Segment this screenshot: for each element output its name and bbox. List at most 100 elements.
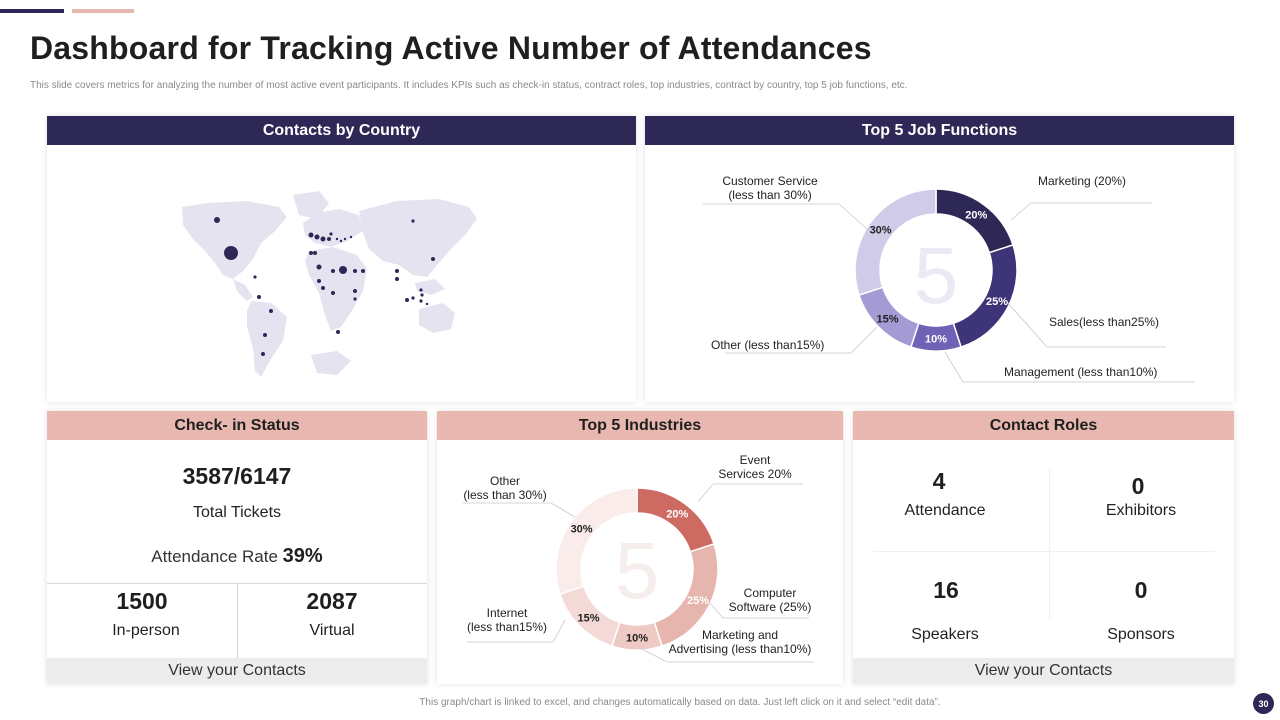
australia-shape — [419, 303, 455, 333]
map-dot — [419, 299, 423, 303]
north-america-shape — [182, 201, 287, 279]
map-dot — [214, 217, 220, 223]
industry-label-internet-line1: Internet — [486, 606, 528, 620]
sponsors-label: Sponsors — [1107, 626, 1175, 643]
map-dot — [339, 266, 347, 274]
greenland-shape — [293, 191, 329, 219]
industry-label-internet: Internet (less than15%) — [461, 606, 553, 634]
industries-center-value: 5 — [615, 526, 660, 615]
in-person-label: In-person — [112, 622, 180, 639]
asia-shape — [359, 199, 477, 277]
map-dots — [214, 217, 435, 356]
job-slice-label: 10% — [925, 334, 947, 346]
leader-line-internet — [467, 619, 566, 643]
central-america-shape — [233, 279, 253, 301]
world-map — [182, 191, 477, 377]
map-dot — [339, 239, 343, 243]
map-dot — [349, 235, 353, 239]
map-dot — [425, 302, 429, 306]
job-label-customer-service-line1: Customer Service — [722, 174, 818, 188]
africa-shape — [305, 247, 367, 331]
chart-footnote: This graph/chart is linked to excel, and… — [419, 697, 941, 708]
map-dot — [308, 232, 314, 238]
job-slices — [854, 188, 1018, 352]
virtual-label: Virtual — [309, 622, 355, 639]
map-dot — [269, 309, 273, 313]
map-dot — [335, 237, 339, 241]
job-label-marketing: Marketing (20%) — [1038, 174, 1127, 188]
industry-slice-label: 10% — [626, 633, 648, 645]
antarctica-shape — [311, 351, 351, 375]
industry-label-other-line1: Other — [489, 474, 520, 488]
map-dot — [329, 232, 333, 236]
map-dot — [353, 289, 357, 293]
industry-label-marketing-line2: Advertising (less than10%) — [668, 642, 812, 656]
leader-line-customer-service — [703, 203, 876, 237]
map-dot — [411, 296, 415, 300]
leader-line-sales — [1006, 301, 1166, 348]
divider — [1049, 469, 1050, 619]
contacts-by-country-header: Contacts by Country — [47, 116, 636, 145]
job-slice-customer-service — [854, 188, 937, 296]
leader-line-other — [725, 326, 878, 354]
attendance-rate: Attendance Rate 39% — [47, 545, 427, 568]
job-label-sales: Sales(less than25%) — [1049, 315, 1160, 329]
top-industries-card: Top 5 Industries 5 20% 25% 10% 15% 30% Event… — [437, 411, 843, 684]
industry-label-event-line1: Event — [739, 453, 771, 467]
map-dot — [361, 269, 365, 273]
job-slice-label: 15% — [877, 313, 899, 325]
total-tickets-value: 3587/6147 — [182, 463, 292, 489]
job-functions-leaders — [703, 202, 1195, 383]
speakers-count: 16 — [933, 577, 959, 603]
job-functions-donut-chart: 5 20% 25% 10% 15% 30% — [703, 188, 1195, 383]
map-dot — [353, 297, 357, 301]
leader-line-marketing-advertising — [639, 647, 814, 663]
map-dot — [263, 333, 267, 337]
accent-bar-dark — [0, 9, 64, 13]
map-dot — [331, 291, 335, 295]
map-dot — [343, 237, 347, 241]
industry-label-event-services: Event Services 20% — [707, 453, 803, 481]
industry-slice-label: 25% — [687, 595, 709, 607]
industry-label-computer-line2: Software (25%) — [728, 600, 812, 614]
se-asia-shape — [415, 279, 445, 295]
map-dot — [314, 234, 320, 240]
industry-label-computer-line1: Computer — [743, 586, 797, 600]
industries-leaders — [463, 483, 814, 663]
map-dot — [353, 269, 357, 273]
map-dot — [261, 352, 265, 356]
south-america-shape — [247, 301, 287, 377]
contact-roles-header: Contact Roles — [853, 411, 1234, 440]
view-contacts-link[interactable]: View your Contacts — [853, 658, 1234, 684]
map-dot — [419, 288, 423, 292]
industry-label-marketing-line1: Marketing and — [701, 628, 779, 642]
total-tickets-label: Total Tickets — [192, 504, 282, 521]
sponsors-count: 0 — [1134, 577, 1148, 603]
attendance-label: Attendance — [904, 502, 986, 519]
job-label-management: Management (less than10%) — [1004, 365, 1158, 379]
job-label-customer-service: Customer Service (less than 30%) — [715, 174, 825, 202]
map-dot — [320, 236, 326, 242]
page-title: Dashboard for Tracking Active Number of … — [30, 30, 872, 66]
industry-label-internet-line2: (less than15%) — [466, 620, 548, 634]
view-contacts-link[interactable]: View your Contacts — [47, 658, 427, 684]
map-dot — [313, 251, 317, 255]
map-dot-large — [224, 246, 238, 260]
map-dot — [431, 257, 435, 261]
leader-line-computer-software — [709, 602, 809, 619]
industry-slice-label: 15% — [578, 612, 600, 624]
map-dot — [253, 275, 257, 279]
map-dot — [395, 269, 399, 273]
world-map-land — [182, 191, 477, 377]
job-label-other: Other (less than15%) — [711, 338, 825, 352]
divider — [47, 583, 427, 584]
leader-line-event-services — [697, 483, 803, 503]
leader-line-other — [463, 502, 576, 518]
exhibitors-label: Exhibitors — [1105, 502, 1177, 519]
divider — [873, 551, 1215, 552]
industry-label-marketing-advertising: Marketing and Advertising (less than10%) — [661, 628, 819, 656]
attendance-rate-label: Attendance Rate — [151, 547, 278, 566]
job-slice-label: 30% — [870, 225, 892, 237]
industry-label-other-line2: (less than 30%) — [463, 488, 547, 502]
map-dot — [257, 295, 261, 299]
